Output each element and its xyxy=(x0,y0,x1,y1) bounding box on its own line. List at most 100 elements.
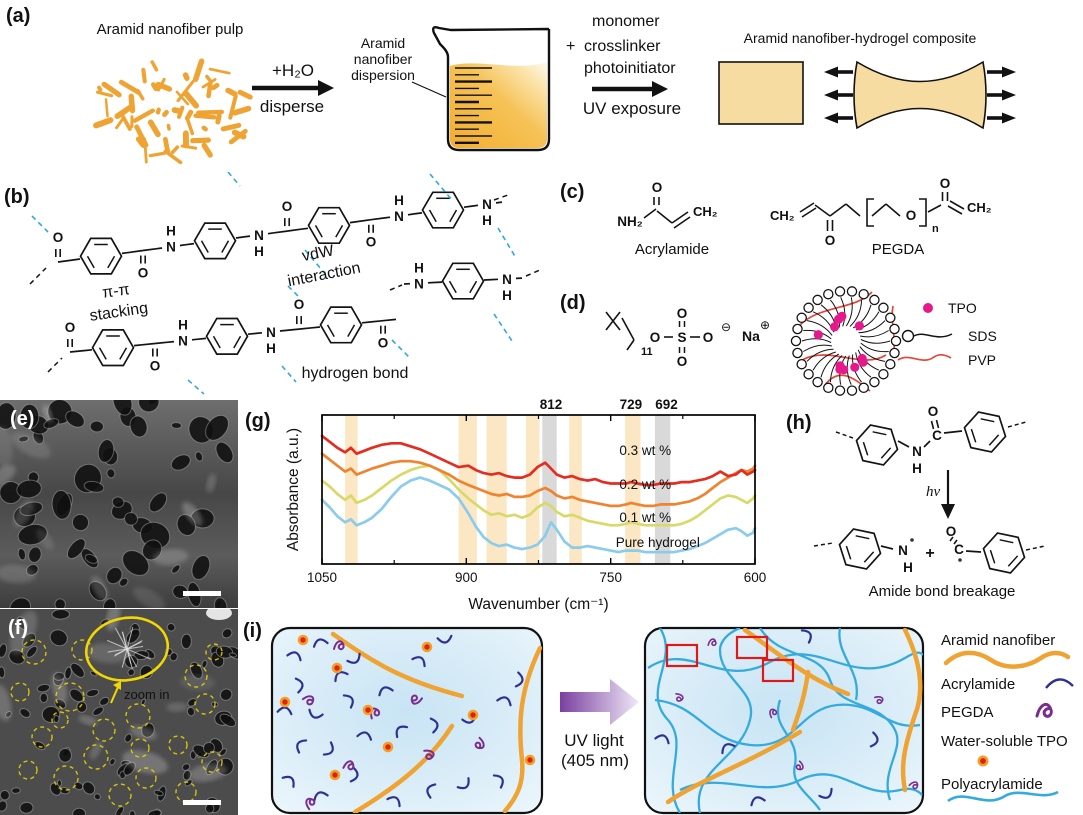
amide-c: C xyxy=(932,428,942,443)
svg-text:900: 900 xyxy=(455,570,478,585)
svg-text:N: N xyxy=(394,209,404,224)
dispersion-label-line3: dispersion xyxy=(351,67,415,83)
hydrogel-slab-icon xyxy=(718,61,804,125)
svg-text:Absorbance (a.u.): Absorbance (a.u.) xyxy=(285,428,302,551)
svg-text:H: H xyxy=(178,318,188,333)
svg-text:H: H xyxy=(254,244,264,259)
reagent-crosslinker: crosslinker xyxy=(584,38,661,55)
svg-text:O: O xyxy=(138,266,149,281)
sds-structure: 11 O S O O O ⊖ Na ⊕ xyxy=(605,306,770,369)
panel-g-ftir-chart: 1050 900 750 600 812 729 692 0.3 wt % 0.2 wt % 0.… xyxy=(285,397,767,613)
panel-h-amide-breakage: N H C O hν N H + O C Amide b xyxy=(813,404,1046,600)
pegda-o-carbonyl-left: O xyxy=(825,233,836,248)
panel-label-c: (c) xyxy=(560,181,585,203)
svg-text:O: O xyxy=(282,199,293,214)
panel-d-legend: TPO SDS PVP xyxy=(897,300,997,368)
legend-tpo-label: Water-soluble TPO xyxy=(941,733,1068,750)
legend-aramid-label: Aramid nanofiber xyxy=(941,632,1055,649)
svg-text:O: O xyxy=(65,320,76,335)
reagent-plus: + xyxy=(566,38,575,55)
zoom-in-label: zoom in xyxy=(124,687,170,702)
vdw-label-line2: interaction xyxy=(286,260,362,291)
sds-head-icon xyxy=(901,329,915,343)
sds-o-top: O xyxy=(677,306,688,321)
sds-tail-icon xyxy=(913,333,953,338)
stretched-dogbone-icon xyxy=(853,60,987,130)
sds-minus-charge: ⊖ xyxy=(721,320,731,334)
disperse-label: disperse xyxy=(260,97,324,116)
uv-light-label-line2: (405 nm) xyxy=(561,751,629,770)
beaker-icon xyxy=(431,25,551,152)
svg-text:O: O xyxy=(366,235,377,250)
reagent-photoinitiator: photoinitiator xyxy=(584,60,676,77)
svg-text:750: 750 xyxy=(599,570,622,585)
radical-o: O xyxy=(946,524,957,539)
svg-text:O: O xyxy=(378,336,389,351)
svg-text:N: N xyxy=(178,334,188,349)
svg-text:N: N xyxy=(502,272,512,287)
svg-text:0.2 wt %: 0.2 wt % xyxy=(619,477,671,492)
vdw-label-line1: vdW xyxy=(301,242,337,265)
svg-text:H: H xyxy=(166,224,176,239)
svg-text:N: N xyxy=(414,276,424,291)
svg-text:0.1 wt %: 0.1 wt % xyxy=(619,510,671,525)
zoom-ellipse xyxy=(84,616,170,682)
svg-text:H: H xyxy=(266,341,276,356)
svg-text:729: 729 xyxy=(620,397,643,412)
pegda-ch2-left: CH₂ xyxy=(770,208,795,223)
network-contents xyxy=(647,628,923,813)
panel-f-sem-image: zoom in xyxy=(0,609,238,815)
svg-text:H: H xyxy=(414,260,424,275)
disperse-arrow-head xyxy=(318,80,334,96)
acrylamide-label: Acrylamide xyxy=(635,241,709,258)
composite-label: Aramid nanofiber-hydrogel composite xyxy=(744,30,977,46)
sds-na: Na xyxy=(742,328,760,344)
legend-acrylamide-label: Acrylamide xyxy=(941,676,1015,693)
svg-text:0.3 wt %: 0.3 wt % xyxy=(619,443,671,458)
uv-exposure-arrow-head xyxy=(652,81,668,97)
svg-text:O: O xyxy=(53,230,64,245)
uv-light-label-line1: UV light xyxy=(564,731,624,750)
sds-plus-charge: ⊕ xyxy=(760,318,770,332)
radical-n: N xyxy=(898,543,908,558)
svg-text:600: 600 xyxy=(744,570,767,585)
scale-bar xyxy=(183,591,221,596)
panel-a-process-schematic: Aramid nanofiber pulp +H₂O disperse Aram… xyxy=(93,13,1016,165)
micelle-icon xyxy=(790,286,902,396)
uv-light-arrow xyxy=(560,679,639,725)
pegda-structure: CH₂ O O n O CH₂ PEGDA xyxy=(770,176,992,258)
svg-text:N: N xyxy=(482,197,492,212)
amide-rings xyxy=(838,411,1026,574)
svg-text:H: H xyxy=(482,213,492,228)
legend-pegda-squiggle-icon xyxy=(1035,702,1053,718)
pvp-wave-icon xyxy=(897,353,952,361)
legend-pegda-label: PEGDA xyxy=(941,704,994,721)
aramid-pulp-icon xyxy=(93,58,253,165)
precursor-contents xyxy=(276,631,542,813)
hydrogen-bond-dashes xyxy=(31,172,517,395)
sds-o-minus: O xyxy=(703,330,714,345)
amide-h: H xyxy=(912,461,922,476)
pi-stacking-label-line2: stacking xyxy=(89,300,149,325)
svg-text:Wavenumber (cm⁻¹): Wavenumber (cm⁻¹) xyxy=(468,596,608,613)
hv-arrow-head xyxy=(941,504,955,519)
legend-tpo-dot-icon xyxy=(977,755,989,767)
zoom-arrow xyxy=(110,686,119,704)
panel-c-monomers: NH₂ O CH₂ Acrylamide CH₂ O O xyxy=(617,176,992,258)
svg-text:1050: 1050 xyxy=(307,570,337,585)
pvp-legend-label: PVP xyxy=(968,352,996,368)
pegda-ch2-right: CH₂ xyxy=(967,200,992,215)
svg-text:N: N xyxy=(166,240,176,255)
panel-label-f: (f) xyxy=(8,617,28,639)
pegda-o-carbonyl-right: O xyxy=(940,176,951,191)
pegda-o-ether: O xyxy=(906,208,917,223)
c-radical-dot xyxy=(958,558,962,562)
amide-o: O xyxy=(928,404,939,419)
legend-polyacrylamide-wave-icon xyxy=(947,790,1059,803)
panel-e-sem-image xyxy=(0,400,238,608)
svg-text:Pure hydrogel: Pure hydrogel xyxy=(616,535,700,550)
acrylamide-o: O xyxy=(652,180,663,195)
svg-text:812: 812 xyxy=(540,397,563,412)
